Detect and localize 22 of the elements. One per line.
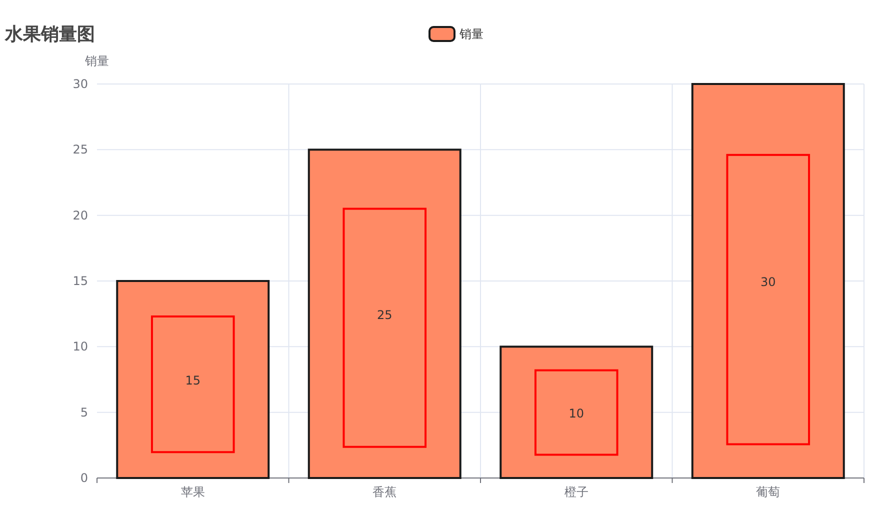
bar <box>308 148 462 479</box>
y-tick-label: 5 <box>80 405 88 420</box>
data-label: 30 <box>760 275 776 289</box>
y-tick-label: 0 <box>80 471 88 485</box>
bar <box>116 280 270 479</box>
data-label: 15 <box>185 374 201 388</box>
x-tick-label: 葡萄 <box>756 485 780 499</box>
y-tick-label: 15 <box>72 274 88 288</box>
legend-label: 销量 <box>458 27 484 41</box>
y-tick-label: 30 <box>72 77 88 91</box>
chart-title: 水果销量图 <box>4 24 95 45</box>
bar <box>500 346 654 479</box>
y-tick-label: 20 <box>72 208 88 222</box>
y-axis-title: 销量 <box>84 54 109 68</box>
y-tick-label: 10 <box>72 340 88 354</box>
data-label: 25 <box>376 308 392 322</box>
x-tick-label: 苹果 <box>180 485 205 499</box>
y-tick-label: 25 <box>72 142 88 157</box>
data-label: 10 <box>568 406 584 420</box>
bar <box>691 83 845 479</box>
x-tick-label: 橙子 <box>564 485 588 499</box>
x-tick-label: 香蕉 <box>372 485 397 499</box>
